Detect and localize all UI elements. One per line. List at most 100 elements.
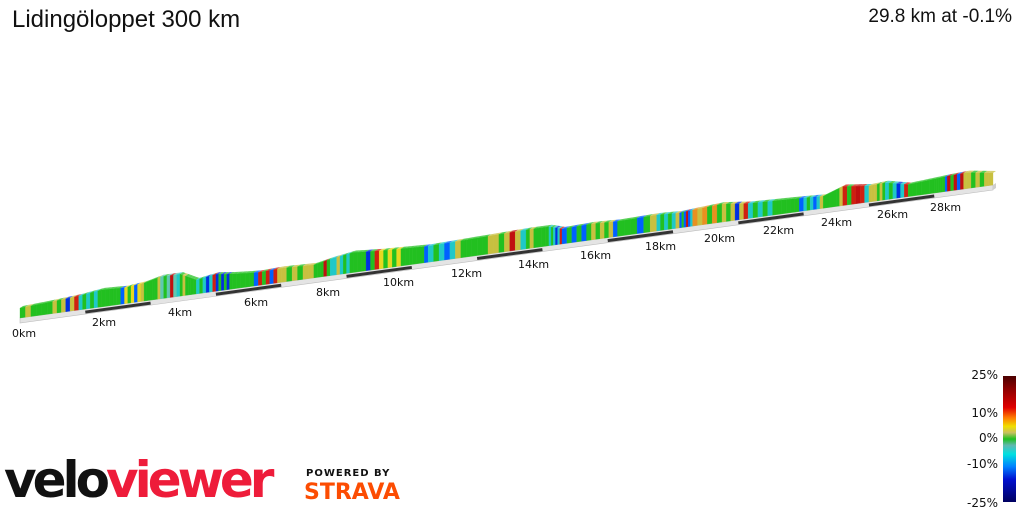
profile-segment [182,274,186,296]
profile-top [343,252,350,256]
profile-segment [221,273,225,291]
profile-top [836,186,843,190]
profile-top [127,284,135,287]
profile-top [65,295,74,299]
profile-segment [438,243,445,261]
profile-segment [882,182,886,201]
profile-top [921,178,929,182]
logo-viewer-text: viewer [106,451,274,509]
profile-top [748,200,757,204]
profile-segment [936,177,939,193]
profile-segment [550,226,554,246]
profile-top [829,189,837,193]
legend-label-10: 10% [971,406,998,420]
profile-segment [349,252,354,274]
profile-top [439,241,448,245]
profile-top [871,182,878,186]
profile-top [753,200,761,203]
profile-segment [112,288,118,306]
profile-top [520,227,530,231]
profile-segment [541,227,546,247]
profile-top [302,263,312,266]
profile-top [786,197,794,200]
profile-segment [907,183,913,197]
profile-segment [707,205,713,225]
profile-top [772,198,781,201]
profile-top [908,181,916,185]
profile-segment [400,248,406,267]
profile-segment [392,249,397,268]
profile-top [61,296,69,300]
profile-segment [205,275,210,293]
profile-top [206,274,213,278]
profile-segment [47,301,53,315]
profile-top [767,198,776,202]
profile-segment [82,293,87,310]
profile-segment [343,254,347,274]
profile-segment [215,274,219,292]
profile-segment [697,207,703,226]
profile-top [193,276,200,280]
profile-top [36,301,45,305]
profile-segment [281,267,287,283]
profile-top [400,246,409,249]
profile-segment [839,186,843,207]
profile-top [963,170,970,174]
profile-segment [525,229,531,249]
profile-segment [868,185,872,203]
profile-segment [892,183,897,199]
profile-top [855,184,864,187]
profile-segment [424,246,429,263]
profile-top [498,231,508,235]
profile-top [212,272,219,276]
profile-top [199,276,206,279]
profile-segment [561,227,568,245]
profile-top [20,304,29,308]
profile-segment [212,274,217,292]
profile-top [604,220,612,223]
profile-top [170,273,177,276]
profile-top [671,211,679,214]
profile-segment [229,273,233,290]
profile-top [493,232,502,236]
distance-band [476,248,543,261]
profile-top [149,277,156,281]
profile-segment [308,264,315,279]
profile-segment [743,203,749,220]
profile-top [675,210,683,214]
profile-segment [984,172,989,187]
profile-top [281,265,290,269]
profile-segment [313,263,318,279]
profile-top [553,225,559,228]
profile-top [799,195,807,199]
profile-segment [608,221,614,238]
profile-segment [557,227,560,245]
profile-top [509,229,519,233]
profile-top [482,234,491,238]
profile-segment [202,276,207,294]
profile-top [94,288,101,292]
profile-top [339,253,347,257]
profile-top [595,221,604,224]
profile-segment [374,250,380,270]
profile-segment [664,213,669,231]
profile-top [576,223,585,227]
profile-top [938,175,944,179]
profile-segment [688,210,691,227]
profile-segment [163,275,168,299]
profile-segment [427,245,434,263]
profile-top [810,195,817,198]
profile-top [707,204,716,208]
profile-segment [851,186,857,205]
profile-segment [170,274,174,298]
profile-top [249,270,257,273]
profile-segment [555,227,558,245]
profile-top [25,303,34,307]
profile-segment [124,286,128,304]
distance-tick-label: 28km [930,201,961,214]
profile-segment [277,268,282,283]
profile-segment [130,285,135,303]
profile-top [660,212,668,215]
profile-segment [86,292,91,310]
profile-segment [900,183,905,198]
